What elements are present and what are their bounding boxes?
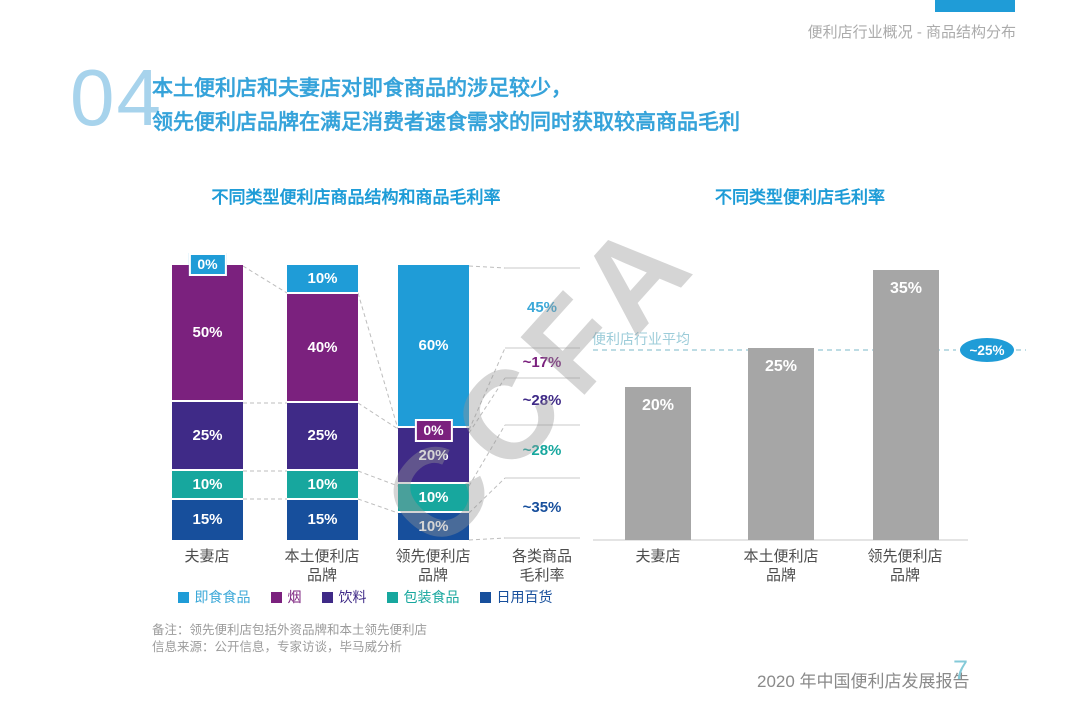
accent-bar xyxy=(935,0,1015,12)
bar-value-label: 35% xyxy=(889,280,923,297)
footnote-source: 信息来源：公开信息，专家访谈，毕马威分析 xyxy=(152,640,403,654)
segment-label: 10% xyxy=(307,269,338,287)
industry-average-label: 便利店行业平均 xyxy=(592,331,690,347)
left-chart-title: 不同类型便利店商品结构和商品毛利率 xyxy=(211,188,501,207)
segment-label: 25% xyxy=(192,426,223,444)
segment-daily-goods: 15% xyxy=(287,497,358,540)
segment-label: 60% xyxy=(418,337,449,355)
legend-label: 饮料 xyxy=(338,589,367,605)
right-chart-title: 不同类型便利店毛利率 xyxy=(715,188,885,207)
segment-packaged-food: 10% xyxy=(398,482,469,512)
axis-label-local-brand: 本土便利店 品牌 xyxy=(262,547,382,585)
stacked-bar-couple-store: 0% 50% 25% 10% 15% xyxy=(172,253,243,540)
zero-callout-leading-brand: 0% xyxy=(414,419,453,442)
legend-label: 烟 xyxy=(287,589,302,605)
segment-label: 25% xyxy=(307,427,338,445)
axis-label-line: 品牌 xyxy=(889,567,920,584)
axis-label-line: 夫妻店 xyxy=(184,548,230,565)
stacked-bar-leading-brand: 0% 60% 20% 10% 10% xyxy=(398,265,469,541)
legend-swatch xyxy=(321,591,333,603)
legend-item-packaged-food: 包装食品 xyxy=(386,587,460,607)
breadcrumb: 便利店行业概况 - 商品结构分布 xyxy=(807,24,1016,41)
page-number: 7 xyxy=(953,655,969,685)
segment-ready-to-eat: 10% xyxy=(287,265,358,292)
axis-label-line: 品牌 xyxy=(765,567,796,584)
axis-label-local-brand: 本土便利店 品牌 xyxy=(721,547,841,585)
margin-daily-goods: ~35% xyxy=(522,499,562,516)
legend-item-beverage: 饮料 xyxy=(321,587,367,607)
legend-item-daily-goods: 日用百货 xyxy=(479,587,553,607)
industry-average-badge: ~25% xyxy=(960,338,1014,362)
axis-label-leading-brand: 领先便利店 品牌 xyxy=(373,547,493,585)
legend-swatch xyxy=(386,591,398,603)
legend-item-ready-to-eat: 即食食品 xyxy=(177,587,251,607)
axis-label-line: 领先便利店 xyxy=(395,548,471,565)
axis-label-line: 各类商品 xyxy=(511,548,572,565)
axis-label-line: 领先便利店 xyxy=(867,548,943,565)
segment-beverage: 25% xyxy=(172,399,243,469)
legend-item-tobacco: 烟 xyxy=(270,587,302,607)
axis-label-line: 品牌 xyxy=(417,567,448,584)
segment-label: 40% xyxy=(307,338,338,356)
legend-label: 即食食品 xyxy=(194,589,251,605)
bar-value-label: 20% xyxy=(641,397,675,414)
axis-label-line: 夫妻店 xyxy=(635,548,681,565)
axis-label-margin-column: 各类商品 毛利率 xyxy=(492,547,592,585)
segment-label: 15% xyxy=(192,511,223,529)
segment-daily-goods: 10% xyxy=(398,511,469,541)
footnote-note: 备注：领先便利店包括外资品牌和本土领先便利店 xyxy=(152,623,428,637)
margin-beverage: ~28% xyxy=(522,392,562,409)
bar-leading-brand: 35% xyxy=(873,270,939,540)
stacked-bar-local-brand: 10% 40% 25% 10% 15% xyxy=(287,265,358,540)
axis-label-couple-store: 夫妻店 xyxy=(608,547,708,566)
segment-daily-goods: 15% xyxy=(172,497,243,540)
segment-packaged-food: 10% xyxy=(287,469,358,498)
segment-packaged-food: 10% xyxy=(172,468,243,498)
legend-swatch xyxy=(177,591,189,603)
segment-tobacco: 40% xyxy=(287,291,358,401)
margin-packaged-food: ~28% xyxy=(522,442,562,459)
axis-label-line: 本土便利店 xyxy=(743,548,819,565)
margin-tobacco: ~17% xyxy=(522,354,562,371)
segment-tobacco: 50% xyxy=(172,265,243,400)
axis-label-line: 品牌 xyxy=(306,567,337,584)
zero-callout-couple-store: 0% xyxy=(188,253,227,276)
segment-label: 20% xyxy=(418,446,449,464)
segment-label: 50% xyxy=(192,323,223,341)
legend-label: 日用百货 xyxy=(496,589,553,605)
axis-label-couple-store: 夫妻店 xyxy=(157,547,257,566)
segment-label: 15% xyxy=(307,511,338,529)
legend-label: 包装食品 xyxy=(403,589,460,605)
segment-label: 10% xyxy=(192,475,223,493)
axis-label-line: 本土便利店 xyxy=(284,548,360,565)
legend: 即食食品 烟 饮料 包装食品 日用百货 xyxy=(140,587,590,607)
margin-ready-to-eat: 45% xyxy=(526,299,558,316)
segment-label: 10% xyxy=(418,518,449,536)
axis-label-line: 毛利率 xyxy=(519,567,565,584)
segment-label: 10% xyxy=(307,476,338,494)
section-number: 04 xyxy=(70,53,163,142)
page-title-line1: 本土便利店和夫妻店对即食商品的涉足较少， xyxy=(152,77,572,100)
legend-swatch xyxy=(479,591,491,603)
segment-label: 10% xyxy=(418,489,449,507)
axis-label-leading-brand: 领先便利店 品牌 xyxy=(845,547,965,585)
segment-ready-to-eat: 60% xyxy=(398,265,469,427)
bar-value-label: 25% xyxy=(764,358,798,375)
page-title-line2: 领先便利店品牌在满足消费者速食需求的同时获取较高商品毛利 xyxy=(152,111,740,134)
footnotes: 备注：领先便利店包括外资品牌和本土领先便利店 信息来源：公开信息，专家访谈，毕马… xyxy=(152,622,427,656)
report-title: 2020 年中国便利店发展报告 xyxy=(757,672,970,691)
segment-beverage: 25% xyxy=(287,400,358,470)
bar-couple-store: 20% xyxy=(625,387,691,540)
legend-swatch xyxy=(270,591,282,603)
page-title: 本土便利店和夫妻店对即食商品的涉足较少， 领先便利店品牌在满足消费者速食需求的同… xyxy=(152,72,740,140)
bar-local-brand: 25% xyxy=(748,348,814,540)
